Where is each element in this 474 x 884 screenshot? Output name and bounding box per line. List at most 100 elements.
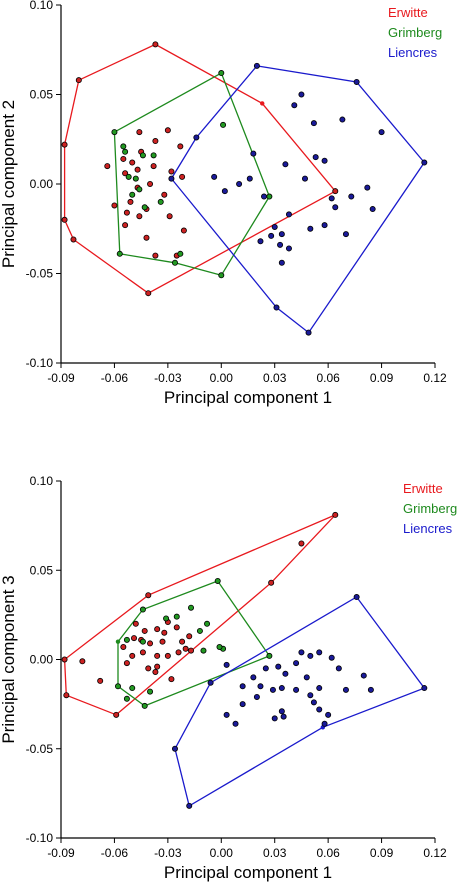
x-tick-label: -0.03 [154,846,182,860]
point-liencres [348,193,355,200]
point-liencres [221,188,228,195]
point-liencres [282,161,289,168]
point-liencres [321,720,328,727]
x-tick-label: -0.09 [47,846,75,860]
point-grimberg [116,250,123,257]
point-liencres [271,223,278,230]
point-grimberg [173,613,180,620]
legend-entry-grimberg: Grimberg [388,25,442,40]
y-tick-label: -0.10 [26,356,54,370]
point-erwitte [123,209,130,216]
point-erwitte [179,173,186,180]
point-erwitte [164,127,171,134]
point-grimberg [266,193,273,200]
hull-liencres [170,65,426,334]
point-erwitte [136,129,143,136]
point-erwitte [61,656,68,663]
chart-pc1-vs-pc2: -0.09 -0.06 -0.03 0.00 0.03 0.06 0.09 0.12 -0.10… [0,0,447,407]
point-erwitte [79,658,86,665]
x-tick-label: -0.03 [154,371,182,385]
point-liencres [335,665,342,672]
legend-entry-grimberg: Grimberg [403,501,457,516]
point-liencres [211,173,218,180]
point-liencres [223,661,230,668]
point-liencres [268,232,275,239]
x-tick-label: 0.09 [370,846,394,860]
point-liencres [273,304,280,311]
x-tick-label: 0.00 [210,371,234,385]
point-grimberg [122,148,129,155]
y-tick-label: -0.05 [26,742,54,756]
y-axis-label: Principal component 3 [0,575,18,743]
point-liencres [246,175,253,182]
point-erwitte [182,645,189,652]
x-tick-label: 0.06 [316,371,340,385]
point-grimberg [177,250,184,257]
point-grimberg [129,685,136,692]
point-liencres [280,713,287,720]
point-erwitte [152,252,159,259]
point-liencres [378,129,385,136]
point-grimberg [157,198,164,205]
point-grimberg [188,604,195,611]
point-erwitte [161,629,168,636]
point-erwitte [179,638,186,645]
y-tick-label: 0.10 [30,474,54,488]
point-liencres [236,180,243,187]
point-erwitte [104,163,111,170]
point-grimberg [114,683,121,690]
point-erwitte [154,652,161,659]
point-liencres [298,91,305,98]
point-liencres [278,708,285,715]
point-liencres [364,184,371,191]
x-axis-label: Principal component 1 [164,388,332,407]
point-erwitte [298,540,305,547]
point-liencres [193,134,200,141]
point-erwitte [177,143,184,150]
point-erwitte [147,180,154,187]
point-liencres [325,711,332,718]
point-erwitte [129,652,136,659]
point-erwitte [127,198,134,205]
point-liencres [328,654,335,661]
hull-vertex-erwitte [260,101,265,106]
x-tick-label: 0.03 [263,371,287,385]
hull-vertex-grimberg [115,639,121,644]
hull-erwitte [63,43,337,294]
point-liencres [293,660,300,667]
y-tick-label: -0.10 [26,831,54,845]
point-erwitte [141,627,148,634]
point-liencres [262,665,269,672]
point-liencres [275,663,282,670]
x-tick-label: -0.06 [101,371,129,385]
point-erwitte [150,163,157,170]
x-tick-label: -0.06 [101,846,129,860]
point-liencres [239,701,246,708]
x-tick-label: 0.09 [370,371,394,385]
point-grimberg [216,644,223,651]
point-erwitte [113,711,120,718]
point-liencres [307,652,314,659]
point-liencres [298,649,305,656]
point-erwitte [131,635,138,642]
y-tick-label: 0.10 [30,0,54,12]
point-grimberg [200,647,207,654]
point-liencres [171,745,178,752]
legend-entry-erwitte: Erwitte [403,481,443,496]
point-erwitte [120,155,127,162]
y-tick-label: 0.05 [30,563,54,577]
point-liencres [369,206,376,213]
point-liencres [168,175,175,182]
point-liencres [271,715,278,722]
point-grimberg [220,121,227,128]
point-liencres [285,245,292,252]
point-grimberg [136,186,143,193]
point-erwitte [75,77,82,84]
point-grimberg [171,259,178,266]
point-grimberg [204,620,211,627]
point-grimberg [163,615,170,622]
point-erwitte [152,138,159,145]
point-erwitte [132,620,139,627]
point-erwitte [136,213,143,220]
legend-entry-erwitte: Erwitte [388,5,428,20]
